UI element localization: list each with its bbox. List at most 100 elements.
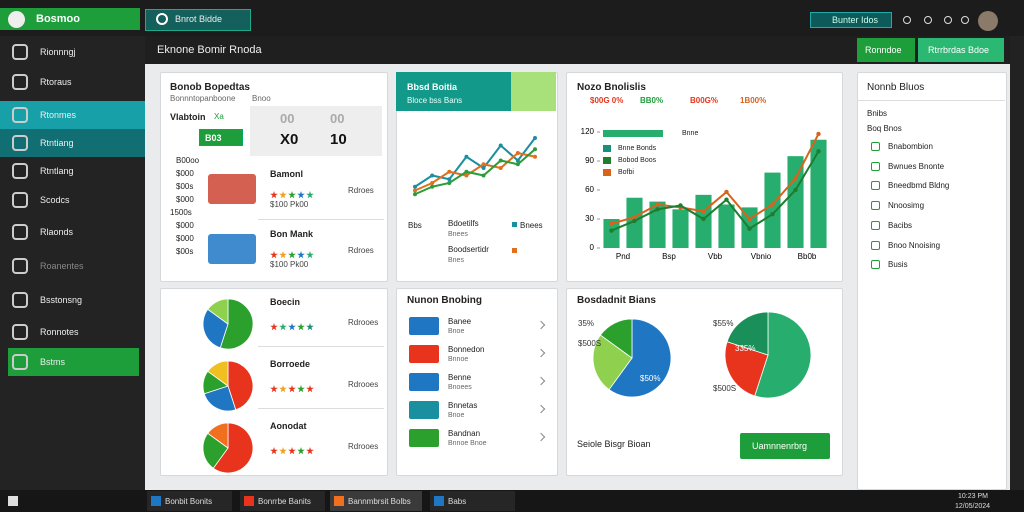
- star: [306, 447, 314, 455]
- text: Vlabtoin: [170, 112, 206, 122]
- y-tick-label: 60: [585, 185, 594, 194]
- star: [270, 447, 278, 455]
- app-icon: [151, 496, 161, 506]
- side-label: $00s: [176, 182, 194, 191]
- booking-icon: [409, 317, 439, 335]
- header-button[interactable]: [918, 38, 1004, 62]
- app-label: Bonrrbe Banits: [258, 497, 311, 506]
- toolbar-icon[interactable]: [961, 16, 969, 24]
- nav-item[interactable]: [8, 348, 139, 376]
- nav-icon: [12, 107, 28, 123]
- nav-label: Bsstonsng: [40, 295, 83, 305]
- nav-icon: [12, 224, 28, 240]
- bar: [787, 156, 804, 248]
- nav-item[interactable]: [0, 129, 145, 157]
- point: [430, 184, 435, 189]
- card-title: Bosdadnit Bians: [577, 295, 656, 306]
- pie-label: $500S: [578, 339, 602, 348]
- star: [270, 385, 278, 393]
- point: [515, 162, 520, 167]
- taskbar-app[interactable]: [330, 491, 422, 511]
- nav-label: Rlaonds: [40, 227, 74, 237]
- point: [498, 158, 503, 163]
- start-button[interactable]: [8, 496, 18, 506]
- nav-item[interactable]: [0, 101, 145, 129]
- point: [655, 202, 660, 207]
- point: [793, 176, 798, 181]
- bar: [810, 139, 827, 248]
- star: [270, 191, 278, 199]
- taskbar-app[interactable]: [147, 491, 232, 511]
- text: Bnoo: [252, 94, 271, 103]
- pie-slice: [212, 422, 254, 474]
- taskbar-app[interactable]: [430, 491, 515, 511]
- nav-label: Rtntiang: [40, 138, 74, 148]
- side-label: B00oo: [176, 156, 200, 165]
- pie-slice: [219, 298, 254, 350]
- search-box[interactable]: [145, 9, 251, 31]
- star: [288, 447, 296, 455]
- panel-icon: [871, 161, 880, 171]
- chart: [413, 136, 537, 197]
- x-tick-label: Pnd: [616, 252, 630, 261]
- point: [770, 211, 775, 217]
- toolbar-icon[interactable]: [903, 16, 911, 24]
- header-button[interactable]: [857, 38, 915, 62]
- app-label: Bannmbrsit Bolbs: [348, 497, 411, 506]
- side-label: $00s: [176, 247, 194, 256]
- toolbar-icon[interactable]: [924, 16, 932, 24]
- star: [288, 385, 296, 393]
- card-header-accent: [511, 72, 556, 111]
- item-image: [208, 234, 256, 264]
- point: [724, 197, 729, 202]
- legend-swatch: [603, 157, 611, 164]
- stat: 10: [330, 131, 347, 148]
- star: [306, 323, 314, 331]
- chart: [725, 312, 811, 398]
- booking-sub: Bnoees: [448, 384, 472, 391]
- booking-sub: Bnoe: [448, 412, 465, 419]
- legend-swatch: [512, 248, 517, 253]
- brand-icon: [8, 11, 25, 28]
- taskbar-app[interactable]: [240, 491, 325, 511]
- panel-sub: Bnibs: [867, 109, 888, 118]
- point: [464, 173, 469, 178]
- legend-swatch: [603, 145, 611, 152]
- clock-time: 10:23 PM: [958, 493, 988, 500]
- bar: [649, 201, 666, 248]
- point: [498, 166, 503, 170]
- point: [481, 173, 486, 178]
- legend-label: Bnne Bonds: [618, 145, 657, 152]
- rating: [270, 442, 350, 455]
- point: [430, 181, 435, 185]
- rating: [270, 380, 350, 393]
- point: [481, 166, 486, 170]
- pie-slice: [207, 422, 229, 449]
- star: [306, 385, 314, 393]
- booking-name: Benne: [448, 373, 472, 382]
- star: [297, 385, 305, 393]
- toolbar-icon[interactable]: [944, 16, 952, 24]
- legend-label: Bobod Boos: [618, 157, 657, 164]
- item-note: Rdroes: [348, 186, 374, 195]
- app-icon: [334, 496, 344, 506]
- y-tick-label: 120: [581, 127, 595, 136]
- bar: [695, 194, 712, 248]
- divider: [258, 346, 384, 347]
- booking-sub: Bnnoe Bnoe: [448, 440, 487, 447]
- action-button[interactable]: [740, 433, 830, 459]
- booking-name: Bnnetas: [448, 401, 478, 410]
- nav-label: Rtonmes: [40, 110, 77, 120]
- header-button-label: Rtrrbrdas Bdoe: [928, 45, 990, 55]
- nav-label: Rtntlang: [40, 166, 74, 176]
- series-line: [414, 151, 536, 192]
- chart: [202, 422, 254, 474]
- search-right[interactable]: [810, 12, 892, 28]
- chart: [202, 298, 254, 350]
- nav-icon: [12, 192, 28, 208]
- pie-slice: [207, 360, 229, 387]
- point: [632, 218, 637, 224]
- avatar[interactable]: [978, 11, 998, 31]
- nav-icon: [12, 292, 28, 308]
- x-tick-label: Vbnio: [751, 252, 772, 261]
